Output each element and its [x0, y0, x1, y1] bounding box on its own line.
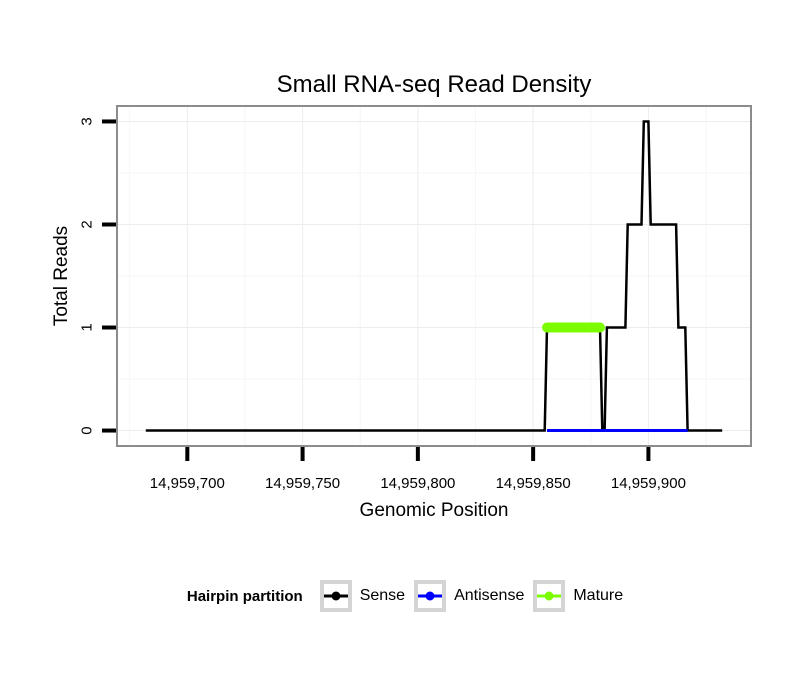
legend-item-antisense: Antisense: [414, 580, 524, 612]
x-tick-label: 14,959,800: [380, 475, 455, 492]
legend-key-sense-icon: [319, 580, 352, 612]
gridlines-minor: [117, 106, 751, 446]
legend-label-mature: Mature: [573, 587, 624, 604]
x-tick-label: 14,959,700: [150, 475, 225, 492]
sense-point-glyph: [331, 591, 341, 601]
legend-label-sense: Sense: [359, 587, 406, 604]
y-tick-label: 2: [79, 220, 96, 228]
chart-title: Small RNA-seq Read Density: [276, 71, 592, 98]
x-tick-label: 14,959,750: [265, 475, 340, 492]
series-group: [145, 120, 723, 432]
y-axis: 0 1 2 3: [79, 117, 116, 435]
legend-title: Hairpin partition: [186, 587, 303, 605]
legend-label-antisense: Antisense: [454, 587, 525, 604]
legend-item-sense: Sense: [319, 580, 406, 612]
y-axis-label: Total Reads: [51, 225, 72, 327]
y-tick-label: 0: [79, 426, 96, 434]
legend-key-antisense-icon: [414, 580, 447, 612]
y-tick-label: 3: [79, 117, 96, 125]
x-tick-label: 14,959,900: [611, 475, 686, 492]
antisense-point-glyph: [425, 591, 435, 601]
legend-key-mature-icon: [533, 580, 566, 612]
legend-item-mature: Mature: [533, 580, 623, 612]
panel-border: [116, 105, 752, 447]
legend: Hairpin partition Sense Antisense Mature: [0, 580, 810, 612]
x-axis: 14,959,700 14,959,750 14,959,800 14,959,850…: [150, 447, 686, 492]
y-tick-label: 1: [79, 323, 96, 331]
x-axis-label: Genomic Position: [359, 500, 509, 521]
mature-point-glyph: [544, 591, 554, 601]
x-tick-label: 14,959,850: [496, 475, 571, 492]
